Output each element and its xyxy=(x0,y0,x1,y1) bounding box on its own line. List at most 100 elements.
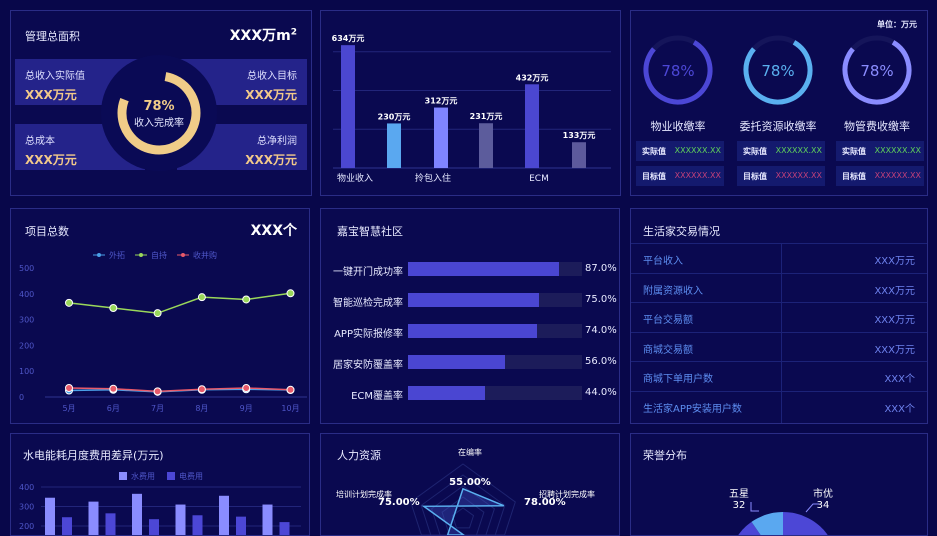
rate-label: 智能巡检完成率 xyxy=(333,298,403,309)
radar-axis-name: 招聘计划完成率 xyxy=(539,489,595,499)
trade-key: 商城下单用户数 xyxy=(643,374,713,385)
trade-key: 平台收入 xyxy=(643,256,683,267)
target-label: 目标值 xyxy=(842,172,866,181)
energy-bar xyxy=(45,497,55,535)
energy-bar-chart: 400 300 200 水费用 电费用 xyxy=(19,471,301,535)
energy-bar xyxy=(105,513,116,535)
y-tick-label: 200 xyxy=(19,341,34,350)
target-value: XXXXXX.XX xyxy=(775,171,822,180)
trade-row: 附属资源收入 XXX万元 xyxy=(631,272,927,303)
series-line xyxy=(68,292,291,314)
income-donut: 78% 收入完成率 xyxy=(101,55,217,171)
rate-bar xyxy=(408,262,582,276)
bar-data-label: 312万元 xyxy=(425,97,458,106)
actual-value: XXXXXX.XX xyxy=(775,146,822,155)
trade-value: XXX万元 xyxy=(874,315,915,326)
rate-value: 56.0% xyxy=(585,356,617,367)
honor-panel: 荣誉分布 五星 32 市优 34 xyxy=(630,433,928,536)
donut-label: 收入完成率 xyxy=(134,116,184,129)
energy-bar xyxy=(175,504,186,535)
x-tick-label: 6月 xyxy=(107,404,120,413)
rate-bar-fill xyxy=(408,324,537,338)
legend-label[interactable]: 电费用 xyxy=(179,471,203,481)
income-bar-panel: 634万元 230万元 312万元 231万元 432万元 133万元 物业收入 拎包入住 EC… xyxy=(320,10,621,196)
card-label: 总净利润 xyxy=(257,136,297,147)
x-tick-label: 5月 xyxy=(62,404,75,413)
unit-label: 单位：万元 xyxy=(877,20,917,29)
trade-value: XXX万元 xyxy=(874,285,915,297)
gauge-name: 物管费收缴率 xyxy=(844,120,910,133)
x-tick-label: ECM xyxy=(529,174,549,184)
legend-label[interactable]: 水费用 xyxy=(131,471,155,481)
energy-bar xyxy=(262,504,273,535)
radar-value: 75.00% xyxy=(378,497,420,508)
trade-row: 商城下单用户数 XXX个 xyxy=(631,361,927,391)
area-value-text: XXX万m xyxy=(229,28,291,44)
trade-value: XXX万元 xyxy=(874,344,915,356)
honor-title: 荣誉分布 xyxy=(643,449,687,462)
projects-value: XXX个 xyxy=(250,223,297,239)
x-tick-label: 8月 xyxy=(195,404,208,413)
legend-label[interactable]: 自持 xyxy=(151,250,167,260)
x-tick-label: 物业收入 xyxy=(337,172,373,184)
x-tick-label: 拎包入住 xyxy=(415,172,451,184)
card-value: XXX万元 xyxy=(245,153,297,167)
hr-panel: 人力资源 在编率 55.00% 招聘计划完成率 78.00% 培训计划完成率 75.00% xyxy=(320,433,620,536)
rate-label: 一键开门成功率 xyxy=(333,267,403,278)
data-point xyxy=(242,383,251,392)
income-bar xyxy=(387,123,401,168)
legend-swatch xyxy=(119,472,127,480)
data-point xyxy=(286,289,295,298)
data-point xyxy=(65,298,73,307)
legend-label[interactable]: 外拓 xyxy=(109,250,125,260)
energy-title: 水电能耗月度费用差异(万元) xyxy=(23,449,164,462)
pie-slice xyxy=(738,521,761,535)
energy-bar xyxy=(62,517,72,535)
gauge-ring: 78% xyxy=(743,35,813,105)
data-point xyxy=(153,309,162,318)
rate-bar xyxy=(408,324,582,338)
radar-grid xyxy=(431,485,495,535)
income-bar xyxy=(572,142,586,168)
data-point xyxy=(197,385,206,394)
target-value: XXXXXX.XX xyxy=(874,171,921,180)
income-bar xyxy=(525,84,539,168)
gauge-percent: 78% xyxy=(761,62,794,80)
legend-marker xyxy=(97,253,101,257)
radar-grid xyxy=(441,496,485,535)
y-tick-label: 400 xyxy=(19,483,34,492)
radar-value: 55.00% xyxy=(449,477,491,488)
card-label: 总收入实际值 xyxy=(25,71,85,82)
actual-label: 实际值 xyxy=(842,147,866,156)
bar-data-label: 432万元 xyxy=(516,73,549,82)
rate-bar-fill xyxy=(408,262,560,276)
data-point xyxy=(197,293,206,302)
rate-bar-fill xyxy=(408,355,506,369)
energy-bar xyxy=(236,516,246,535)
radar-value: 78.00% xyxy=(524,497,566,508)
rate-label: ECM覆盖率 xyxy=(351,391,403,402)
income-bar xyxy=(341,45,355,168)
radar-grid xyxy=(410,463,516,535)
bar-data-label: 230万元 xyxy=(378,112,411,121)
gauge-percent: 78% xyxy=(860,62,893,80)
data-point xyxy=(109,384,118,393)
projects-panel: 项目总数 XXX个 0 100 200 300 400 500 5月 6月 7月 8月 9月 10月 外… xyxy=(10,208,310,424)
gauge-name: 委托资源收缴率 xyxy=(739,120,817,133)
target-label: 目标值 xyxy=(642,172,666,181)
rate-value: 75.0% xyxy=(585,294,617,305)
legend-label[interactable]: 收并购 xyxy=(193,250,217,260)
rate-value: 74.0% xyxy=(585,325,617,336)
target-value: XXXXXX.XX xyxy=(674,171,721,180)
y-tick-label: 200 xyxy=(19,522,34,531)
pie-slice-five-star xyxy=(751,512,783,535)
actual-value: XXXXXX.XX xyxy=(874,146,921,155)
rate-label: 居家安防覆盖率 xyxy=(333,360,403,371)
actual-row: 实际值 XXXXXX.XX xyxy=(636,141,724,161)
card-value: XXX万元 xyxy=(25,88,77,102)
trade-row: 平台交易额 XXX万元 xyxy=(631,302,927,332)
pie-label-value: 32 xyxy=(733,500,746,511)
projects-line-chart: 0 100 200 300 400 500 5月 6月 7月 8月 9月 10月 外拓 自持 收并购 xyxy=(19,250,307,413)
